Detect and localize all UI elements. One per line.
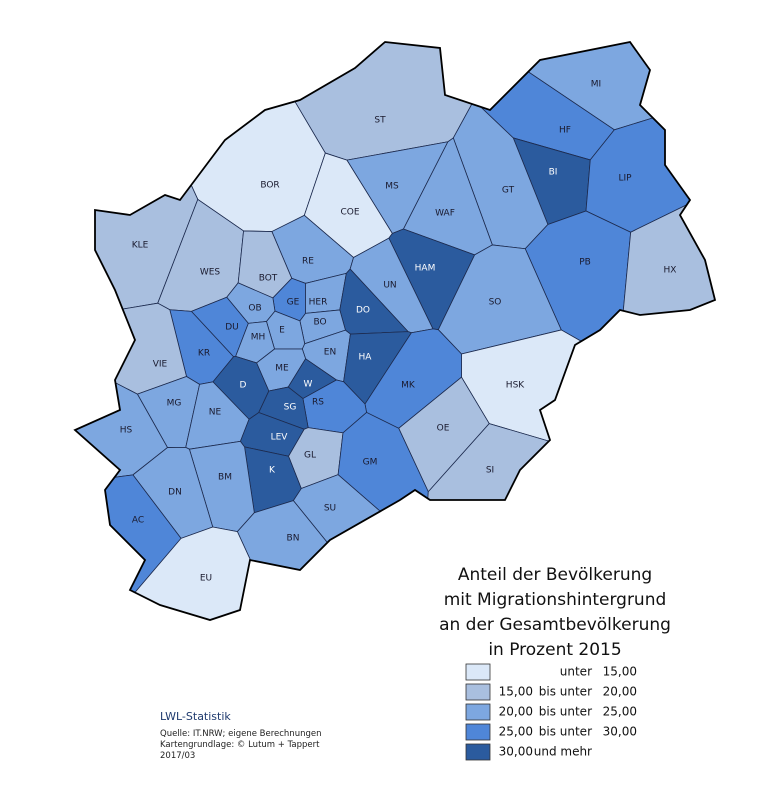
region-label: UN [383, 281, 396, 291]
legend-title: in Prozent 2015 [488, 640, 621, 660]
region-label: OB [248, 304, 261, 314]
region-label: EU [200, 574, 212, 584]
region-label: BN [287, 534, 300, 544]
legend-op: und mehr [534, 745, 592, 759]
region-label: MH [251, 333, 266, 343]
region-label: SO [489, 298, 502, 308]
region-label: BM [218, 473, 232, 483]
region-label: MI [591, 80, 601, 90]
region-label: SI [486, 466, 494, 476]
legend-to: 15,00 [603, 665, 637, 679]
region-label: HAM [415, 264, 436, 274]
region-label: AC [132, 516, 144, 526]
footer-note: Quelle: IT.NRW; eigene Berechnungen [160, 729, 321, 739]
legend-title: mit Migrationshintergrund [444, 590, 667, 610]
legend-swatch [465, 723, 491, 741]
footer-note: Kartengrundlage: © Lutum + Tappert [160, 740, 320, 750]
region-label: DU [225, 323, 239, 333]
legend-title: an der Gesamtbevölkerung [439, 615, 671, 635]
footer-note: 2017/03 [160, 751, 195, 761]
region-label: BI [549, 168, 558, 178]
legend-from: 15,00 [499, 685, 533, 699]
region-label: K [269, 466, 276, 476]
region-label: HA [359, 353, 373, 363]
region-label: MG [167, 399, 182, 409]
region-label: D [240, 381, 247, 391]
legend-to: 25,00 [603, 705, 637, 719]
legend-op: bis unter [539, 705, 592, 719]
region-label: GE [287, 298, 300, 308]
region-label: SU [324, 504, 336, 514]
region-label: VIE [153, 360, 168, 370]
legend-swatch [465, 683, 491, 701]
region-label: WAF [435, 209, 455, 219]
legend-to: 20,00 [603, 685, 637, 699]
legend-swatch [465, 663, 491, 681]
region-labels: MI ST HF BI LIP BOR MS GT COE WAF KLE WES RE HAM PB HX B… [120, 80, 677, 584]
region-label: PB [579, 258, 591, 268]
region-label: HER [309, 298, 328, 308]
region-label: NE [209, 408, 222, 418]
legend-from: 25,00 [499, 725, 533, 739]
legend-op: bis unter [539, 685, 592, 699]
region-label: DO [356, 306, 370, 316]
legend-swatch [465, 743, 491, 761]
region-label: GM [363, 458, 378, 468]
region-label: BOT [259, 274, 278, 284]
region-label: HSK [506, 381, 525, 391]
region-label: ST [374, 116, 386, 126]
legend-title: Anteil der Bevölkerung [458, 565, 652, 585]
regions [74, 41, 716, 621]
region-label: KR [198, 349, 210, 359]
region-label: WES [200, 268, 221, 278]
region-label: RS [312, 398, 324, 408]
region-label: LEV [271, 433, 289, 443]
region-label: W [304, 380, 313, 390]
region-label: COE [340, 208, 359, 218]
legend-swatch [465, 703, 491, 721]
region-label: BO [313, 318, 326, 328]
region-label: KLE [132, 241, 149, 251]
footer-org: LWL-Statistik [160, 710, 231, 723]
region-label: MS [385, 182, 399, 192]
region-label: OE [437, 424, 450, 434]
region-label: SG [284, 403, 297, 413]
region-label: LIP [618, 174, 632, 184]
region-label: HS [120, 426, 133, 436]
region-label: DN [168, 488, 182, 498]
region-label: MK [401, 381, 416, 391]
region-label: EN [324, 348, 336, 358]
legend-op: unter [560, 665, 592, 679]
legend-to: 30,00 [603, 725, 637, 739]
legend-from: 20,00 [499, 705, 533, 719]
region-label: ME [275, 364, 289, 374]
state-outline [73, 41, 717, 621]
region-label: GL [304, 451, 316, 461]
legend-op: bis unter [539, 725, 592, 739]
region-label: BOR [260, 181, 279, 191]
legend-from: 30,00 [499, 745, 533, 759]
region-label: E [279, 326, 285, 336]
region-label: RE [302, 257, 314, 267]
region-label: HX [664, 266, 677, 276]
region-label: HF [559, 126, 571, 136]
region-label: GT [502, 186, 515, 196]
